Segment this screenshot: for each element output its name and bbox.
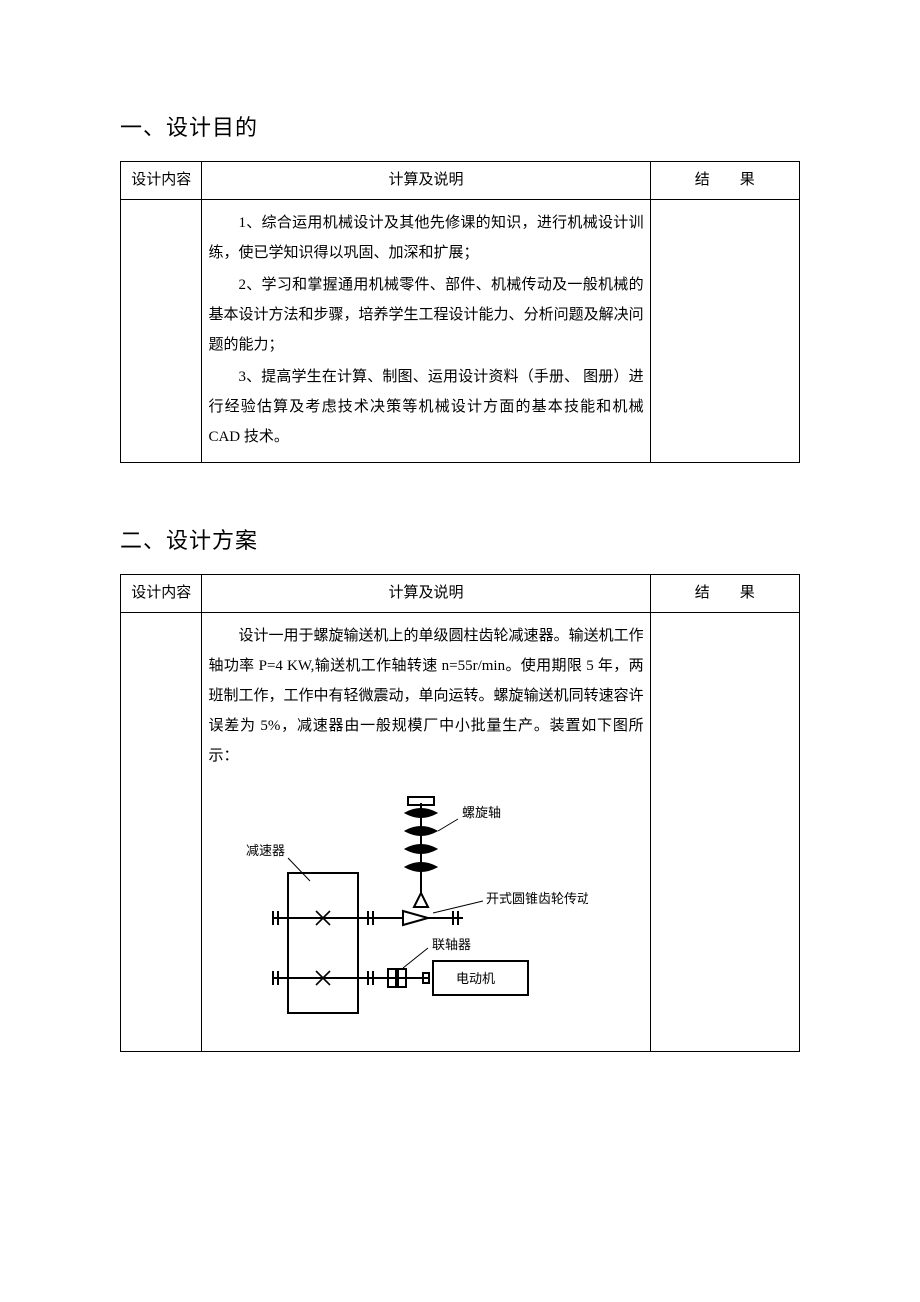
col2-header: 计算及说明 <box>202 162 650 200</box>
label-motor: 电动机 <box>456 971 495 986</box>
table-row: 1、综合运用机械设计及其他先修课的知识，进行机械设计训练，使已学知识得以巩固、加… <box>121 200 800 463</box>
section-gap <box>120 463 800 523</box>
cell-explanation: 设计一用于螺旋输送机上的单级圆柱齿轮减速器。输送机工作轴功率 P=4 KW,输送… <box>202 613 650 1052</box>
section2-table: 设计内容 计算及说明 结 果 设计一用于螺旋输送机上的单级圆柱齿轮减速器。输送机… <box>120 574 800 1052</box>
paragraph: 3、提高学生在计算、制图、运用设计资料（手册、 图册）进行经验估算及考虑技术决策… <box>208 362 643 452</box>
section1-table: 设计内容 计算及说明 结 果 1、综合运用机械设计及其他先修课的知识，进行机械设… <box>120 161 800 463</box>
document-page: 一、设计目的 设计内容 计算及说明 结 果 1、综合运用机械设计及其他先修课的知… <box>0 0 920 1302</box>
mechanical-diagram: 减速器 螺旋轴 开式圆锥齿轮传动 联轴器 电动机 <box>228 783 588 1043</box>
col1-header: 设计内容 <box>121 162 202 200</box>
col1-header: 设计内容 <box>121 575 202 613</box>
cell-result <box>650 613 799 1052</box>
section1-title: 一、设计目的 <box>120 110 800 145</box>
col3-header: 结 果 <box>650 575 799 613</box>
paragraph: 设计一用于螺旋输送机上的单级圆柱齿轮减速器。输送机工作轴功率 P=4 KW,输送… <box>208 621 643 771</box>
label-bevel-gear: 开式圆锥齿轮传动 <box>486 891 588 906</box>
table-header-row: 设计内容 计算及说明 结 果 <box>121 575 800 613</box>
cell-design-content <box>121 613 202 1052</box>
label-reducer: 减速器 <box>246 843 285 858</box>
label-coupling: 联轴器 <box>432 937 471 952</box>
section2-title: 二、设计方案 <box>120 523 800 558</box>
paragraph: 1、综合运用机械设计及其他先修课的知识，进行机械设计训练，使已学知识得以巩固、加… <box>208 208 643 268</box>
cell-design-content <box>121 200 202 463</box>
table-row: 设计一用于螺旋输送机上的单级圆柱齿轮减速器。输送机工作轴功率 P=4 KW,输送… <box>121 613 800 1052</box>
col3-header: 结 果 <box>650 162 799 200</box>
table-header-row: 设计内容 计算及说明 结 果 <box>121 162 800 200</box>
col2-header: 计算及说明 <box>202 575 650 613</box>
label-spiral-shaft: 螺旋轴 <box>462 805 501 820</box>
cell-explanation: 1、综合运用机械设计及其他先修课的知识，进行机械设计训练，使已学知识得以巩固、加… <box>202 200 650 463</box>
paragraph: 2、学习和掌握通用机械零件、部件、机械传动及一般机械的基本设计方法和步骤，培养学… <box>208 270 643 360</box>
cell-result <box>650 200 799 463</box>
